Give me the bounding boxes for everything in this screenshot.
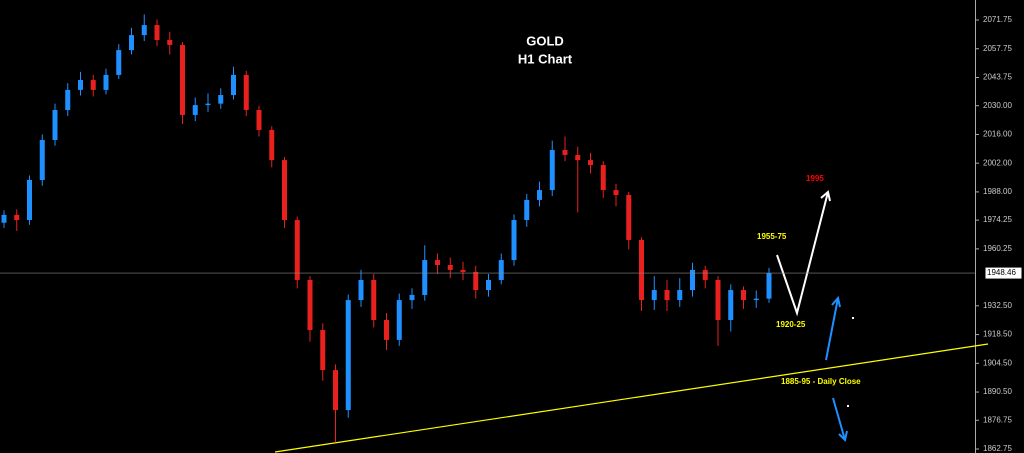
y-tick-label: 1974.25 <box>983 215 1012 224</box>
candle-body <box>27 180 32 221</box>
candle-body <box>256 110 262 130</box>
candle-body <box>575 154 581 161</box>
candle-body <box>192 105 198 115</box>
arrow-head <box>838 430 848 442</box>
candle-body <box>167 40 173 45</box>
candle-body <box>651 290 657 301</box>
candle-body <box>524 199 530 221</box>
candle-body <box>116 50 122 75</box>
candle-body <box>562 150 568 155</box>
y-tick-label: 1862.75 <box>983 444 1012 453</box>
trend-line <box>274 343 989 453</box>
candle-body <box>282 160 287 221</box>
candle-body <box>396 300 402 340</box>
arrow-head <box>820 190 831 202</box>
candle-body <box>549 150 555 191</box>
candle-body <box>294 220 300 280</box>
candle-body <box>511 220 517 261</box>
candle-body <box>307 279 313 331</box>
annotation: 1920-25 <box>776 320 806 329</box>
candle-body <box>180 44 185 115</box>
candle-body <box>588 160 593 166</box>
candle-body <box>728 290 734 320</box>
candle-body <box>473 271 479 291</box>
candle-body <box>626 194 632 240</box>
candle-body <box>435 260 440 265</box>
candle-body <box>269 129 275 161</box>
y-tick-label: 2071.75 <box>983 15 1012 24</box>
y-tick-label: 1904.50 <box>983 358 1012 367</box>
candle-body <box>741 290 746 301</box>
candle-body <box>243 74 249 111</box>
candle-body <box>715 279 721 320</box>
candle-body <box>218 95 224 104</box>
candle-body <box>39 139 45 181</box>
candle-body <box>52 110 58 140</box>
up-arrow <box>825 297 839 361</box>
y-tick-label: 2016.00 <box>983 130 1012 139</box>
candle-body <box>702 269 708 280</box>
chart-title: GOLD <box>526 33 564 48</box>
annotation: 1995 <box>806 174 824 183</box>
candle-body <box>498 260 504 280</box>
candle-body <box>320 330 326 371</box>
chart-subtitle: H1 Chart <box>518 51 573 66</box>
candle-body <box>613 190 619 195</box>
y-tick-label: 1876.75 <box>983 415 1012 424</box>
candle-body <box>384 319 389 340</box>
candle-body <box>486 279 491 291</box>
y-tick-label: 2057.75 <box>983 44 1012 53</box>
candle-body <box>753 298 759 301</box>
candle-body <box>639 239 644 301</box>
candle-body <box>345 300 351 411</box>
last-price-box <box>984 266 1023 280</box>
last-price-label: 1948.46 <box>987 268 1016 277</box>
candle-body <box>460 269 466 272</box>
candle-body <box>154 25 160 41</box>
candle-body <box>78 80 83 90</box>
candle-body <box>358 279 364 301</box>
candle-body <box>409 294 415 301</box>
y-tick-label: 1988.00 <box>983 187 1012 196</box>
candle-body <box>422 260 428 295</box>
candle-body <box>231 74 236 96</box>
y-tick-label: 2002.00 <box>983 158 1012 167</box>
candle-body <box>14 214 20 221</box>
projection-arrow <box>776 191 829 317</box>
y-tick-label: 1960.25 <box>983 244 1012 253</box>
dot <box>847 405 849 407</box>
y-tick-label: 1918.50 <box>983 330 1012 339</box>
candle-body <box>103 74 109 90</box>
down-arrow <box>832 397 846 441</box>
candle-body <box>90 80 96 90</box>
arrow-head <box>831 295 841 308</box>
y-tick-label: 1932.50 <box>983 301 1012 310</box>
y-tick-label: 2030.00 <box>983 101 1012 110</box>
candle-body <box>600 165 606 191</box>
candle-body <box>65 89 71 111</box>
candle-body <box>537 190 542 200</box>
candle-body <box>141 25 147 36</box>
candle-body <box>664 290 670 301</box>
y-tick-label: 1890.50 <box>983 387 1012 396</box>
candle-body <box>371 279 377 320</box>
annotation: 1885-95 - Daily Close <box>781 377 861 386</box>
candle-body <box>129 35 134 51</box>
y-tick-label: 2043.75 <box>983 73 1012 82</box>
candle-body <box>333 370 338 411</box>
candle-body <box>1 214 7 223</box>
candle-body <box>766 272 772 299</box>
dot <box>852 317 854 319</box>
candle-body <box>677 290 683 301</box>
candle-body <box>205 103 211 106</box>
candle-body <box>690 269 695 291</box>
annotation: 1955-75 <box>757 232 787 241</box>
candle-body <box>447 264 453 270</box>
